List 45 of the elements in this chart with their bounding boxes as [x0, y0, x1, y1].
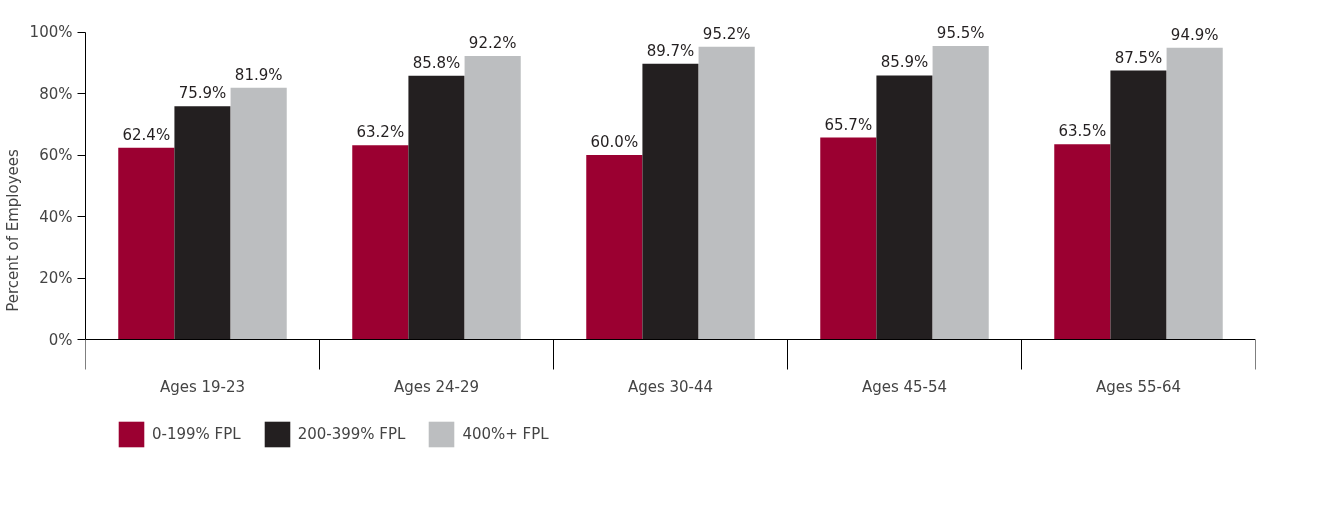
data-label: 94.9%: [1170, 25, 1219, 44]
legend-label: 200-399% FPL: [297, 425, 406, 443]
bar: [408, 75, 465, 340]
data-label: 62.4%: [122, 125, 171, 144]
y-tick-label: 20%: [39, 269, 73, 288]
data-label: 85.9%: [880, 53, 929, 72]
y-tick-label: 60%: [39, 146, 73, 165]
bar: [352, 145, 409, 340]
bar: [464, 56, 521, 340]
bar: [230, 87, 287, 340]
data-label: 87.5%: [1114, 48, 1163, 67]
bar: [174, 106, 231, 340]
x-tick-label: Ages 24-29: [393, 377, 480, 396]
x-tick-label: Ages 19-23: [159, 377, 246, 396]
data-label: 85.8%: [412, 53, 461, 72]
legend-label: 400%+ FPL: [462, 425, 549, 443]
x-tick-label: Ages 45-54: [861, 377, 948, 396]
bar: [698, 46, 755, 340]
x-tick-label: Ages 30-44: [627, 377, 714, 396]
data-label: 63.2%: [356, 123, 405, 142]
data-label: 65.7%: [824, 115, 873, 134]
data-label: 75.9%: [178, 84, 227, 103]
bar: [586, 155, 643, 340]
y-tick-label: 0%: [48, 330, 73, 349]
bar: [1110, 70, 1167, 340]
y-tick-label: 80%: [39, 84, 73, 103]
bar: [1166, 47, 1223, 340]
data-label: 63.5%: [1058, 122, 1107, 141]
bar: [820, 137, 877, 340]
bar: [118, 147, 175, 340]
bar: [642, 63, 699, 340]
legend-label: 0-199% FPL: [152, 425, 241, 443]
data-label: 89.7%: [646, 41, 695, 60]
data-label: 81.9%: [234, 65, 283, 84]
data-label: 95.2%: [702, 24, 751, 43]
bar: [932, 45, 989, 340]
y-tick-label: 40%: [39, 207, 73, 226]
y-axis-title: Percent of Employees: [3, 149, 22, 312]
bar: [1054, 144, 1111, 340]
data-label: 92.2%: [468, 34, 517, 53]
x-tick-label: Ages 55-64: [1095, 377, 1182, 396]
y-tick-label: 100%: [29, 23, 73, 42]
data-label: 60.0%: [590, 133, 639, 152]
bar: [876, 75, 933, 340]
data-label: 95.5%: [936, 23, 985, 42]
